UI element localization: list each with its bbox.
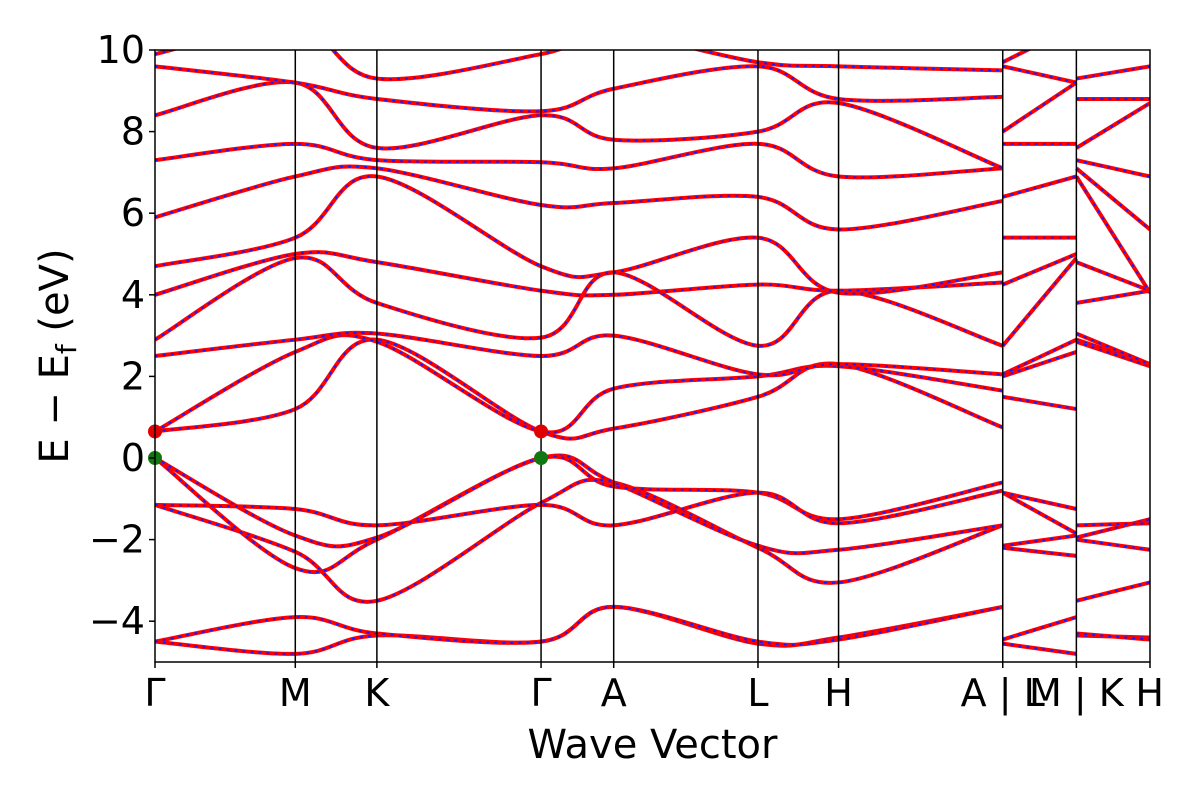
band-segment-overlay xyxy=(155,256,1004,347)
y-axis-title: E − Ef (eV) xyxy=(32,248,83,463)
band-line-band-9 xyxy=(155,330,1150,378)
band-segment-overlay xyxy=(1001,257,1078,347)
band-segment-overlay xyxy=(1075,167,1150,231)
y-tick-label: −2 xyxy=(89,518,145,562)
band-segment-overlay xyxy=(1075,175,1150,294)
y-tick-label: −4 xyxy=(89,599,145,643)
band-line-band-17 xyxy=(155,50,1150,82)
extremum-marker xyxy=(534,451,549,465)
band-segment xyxy=(1075,158,1150,179)
y-tick-label: 8 xyxy=(121,110,145,154)
band-segment xyxy=(1076,631,1150,642)
band-segment xyxy=(155,141,1003,180)
x-tick-label: M xyxy=(279,671,312,715)
band-segment xyxy=(155,477,1004,604)
y-axis-ticks: −4 −2 0 2 4 6 8 10 xyxy=(89,28,155,643)
band-segment xyxy=(1002,64,1077,85)
band-segment xyxy=(1076,288,1150,305)
x-tick-label: M | K xyxy=(1029,671,1125,716)
band-segment xyxy=(1076,537,1150,552)
band-segment xyxy=(155,337,1004,441)
band-segment-overlay xyxy=(1002,253,1077,286)
band-segment xyxy=(155,604,1004,647)
band-segment-overlay xyxy=(1075,102,1150,149)
band-segment xyxy=(1002,490,1077,511)
bands-layer xyxy=(155,50,1150,656)
band-segment xyxy=(155,164,1004,232)
band-line-band-2 xyxy=(155,604,1150,647)
band-segment xyxy=(155,454,1004,549)
plot-frame xyxy=(154,49,1151,663)
band-segment xyxy=(1001,50,1032,65)
band-segment-overlay xyxy=(1002,338,1077,376)
y-tick-label: 4 xyxy=(121,273,145,317)
band-segment-overlay xyxy=(1002,350,1077,378)
band-segment-overlay xyxy=(155,65,1003,113)
x-tick-label: L xyxy=(747,671,768,715)
x-tick-label: K xyxy=(364,671,390,715)
extremum-marker xyxy=(534,424,549,439)
band-segment xyxy=(155,604,1004,656)
band-segment xyxy=(1075,331,1150,367)
band-line-band-12 xyxy=(155,174,1150,296)
band-line-band-8 xyxy=(155,333,1150,435)
band-line-band-16 xyxy=(155,64,1150,114)
x-axis-title: Wave Vector xyxy=(528,722,779,768)
band-segment xyxy=(1075,517,1150,540)
band-segment-overlay xyxy=(155,605,1003,646)
kpath-layer xyxy=(294,50,1078,662)
x-tick-label: Γ xyxy=(530,671,551,715)
y-axis-title-subscript: f xyxy=(50,343,83,354)
y-tick-label: 10 xyxy=(97,28,145,72)
band-segment xyxy=(1002,641,1077,656)
band-segment xyxy=(1002,394,1077,412)
band-segment-overlay xyxy=(155,478,1004,603)
band-segment xyxy=(155,64,1003,114)
band-segment xyxy=(155,250,1003,298)
band-segment xyxy=(155,174,1003,296)
band-segment xyxy=(1076,521,1150,528)
band-segment-overlay xyxy=(155,175,1003,295)
band-segment xyxy=(155,50,1003,82)
band-segment xyxy=(1002,533,1077,548)
x-tick-label: H xyxy=(824,671,853,715)
markers-layer xyxy=(148,424,549,465)
band-segment xyxy=(155,80,1004,171)
y-tick-label: 6 xyxy=(121,191,145,235)
y-tick-label: 0 xyxy=(121,436,145,480)
band-segment-overlay xyxy=(155,455,1003,548)
band-segment xyxy=(155,488,1004,528)
x-tick-label: A xyxy=(601,671,627,715)
band-segment-overlay xyxy=(1002,81,1077,133)
band-line-band-13 xyxy=(155,164,1150,232)
band-segment xyxy=(1002,545,1077,558)
band-segment xyxy=(155,333,1004,435)
band-segment-overlay xyxy=(1076,340,1150,368)
band-segment-overlay xyxy=(1075,332,1150,366)
band-segment xyxy=(1076,64,1150,81)
band-segment-overlay xyxy=(155,142,1003,179)
y-tick-label: 2 xyxy=(121,354,145,398)
y-axis-title-unit: (eV) xyxy=(32,248,78,344)
band-segment-overlay xyxy=(1002,616,1077,641)
band-segment xyxy=(1075,580,1150,603)
band-segment-overlay xyxy=(155,50,1003,81)
band-line-band-14 xyxy=(155,141,1150,180)
x-tick-label: A | L xyxy=(961,671,1045,716)
band-segment xyxy=(1002,174,1077,199)
y-axis-title-main: E − E xyxy=(32,354,78,464)
x-tick-label: H xyxy=(1135,671,1164,715)
band-segment-overlay xyxy=(1002,491,1077,535)
band-segment-overlay xyxy=(155,338,1004,440)
x-tick-label: Γ xyxy=(144,671,165,715)
